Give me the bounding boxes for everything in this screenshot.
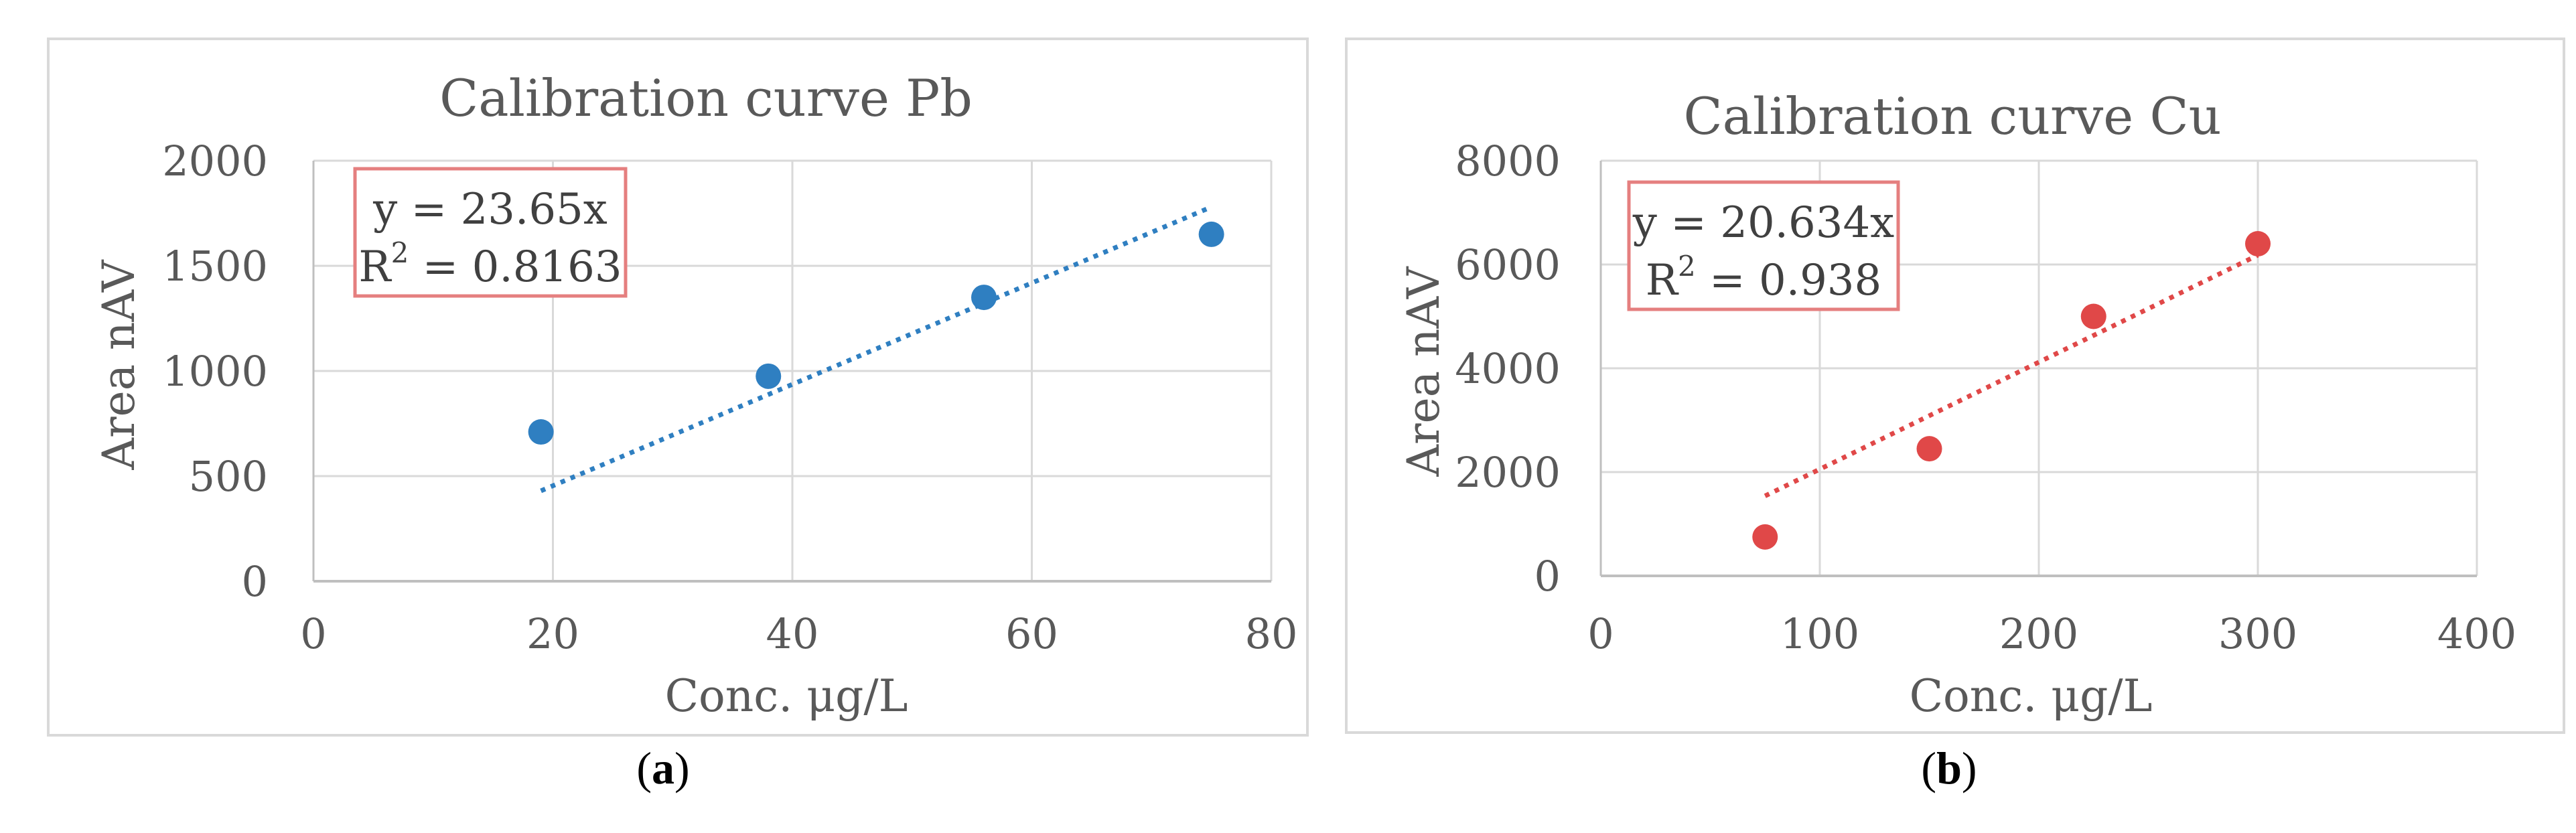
r-squared-superscript: 2	[391, 236, 409, 269]
data-point	[1752, 524, 1778, 550]
x-axis-label: Conc. μg/L	[1910, 670, 2153, 722]
x-tick-label: 200	[1999, 609, 2078, 658]
data-point	[1198, 221, 1224, 247]
x-tick-label: 300	[2218, 609, 2297, 658]
x-tick-label: 400	[2437, 609, 2516, 658]
caption-b-letter: b	[1936, 743, 1962, 793]
axes	[1599, 161, 2477, 577]
equation-box: y = 23.65x R2 = 0.8163	[353, 167, 628, 298]
y-tick-label: 2000	[1455, 448, 1561, 497]
axes	[312, 161, 1271, 583]
y-axis-label: Area nAV	[1398, 266, 1449, 477]
r-squared-symbol: R	[358, 242, 392, 292]
x-axis-label: Conc. μg/L	[665, 670, 908, 722]
equation-box-frame	[1627, 180, 1900, 311]
chart-title: Calibration curve Pb	[439, 68, 973, 128]
y-tick-label: 1000	[162, 347, 268, 396]
chart-panel-cu: Calibration curve Cu 0 100 200 300 400 0 2000…	[1333, 0, 2576, 746]
trendline	[540, 204, 1212, 494]
r-squared-text: R2 = 0.938	[1646, 250, 1881, 305]
data-point	[756, 363, 782, 389]
caption-a-close: )	[674, 743, 690, 793]
data-points	[528, 221, 1224, 445]
x-tick-label: 0	[1587, 609, 1614, 658]
y-tick-label: 0	[1534, 552, 1561, 601]
caption-b-open: (	[1921, 743, 1937, 793]
data-points	[1752, 231, 2271, 550]
r-squared-text: R2 = 0.8163	[358, 236, 622, 292]
y-tick-label: 2000	[162, 137, 268, 185]
y-tick-labels: 0 500 1000 1500 2000	[162, 137, 268, 606]
y-axis-label: Area nAV	[93, 259, 145, 470]
x-tick-label: 100	[1780, 609, 1859, 658]
y-tick-labels: 0 2000 4000 6000 8000	[1455, 137, 1561, 601]
x-tick-labels: 0 100 200 300 400	[1587, 609, 2516, 658]
y-tick-label: 6000	[1455, 240, 1561, 289]
y-tick-label: 8000	[1455, 137, 1561, 185]
r-squared-value: = 0.8163	[409, 242, 622, 292]
equation-text: y = 20.634x	[1632, 198, 1895, 248]
data-point	[528, 419, 554, 445]
data-point	[971, 285, 997, 311]
x-tick-label: 80	[1245, 609, 1298, 658]
equation-box-frame	[353, 167, 628, 298]
caption-a-letter: a	[652, 743, 674, 793]
data-point	[1916, 436, 1942, 462]
x-tick-label: 60	[1005, 609, 1058, 658]
chart-border	[1345, 37, 2565, 734]
equation-box: y = 20.634x R2 = 0.938	[1627, 180, 1900, 311]
data-point	[2080, 303, 2106, 329]
caption-a: (a)	[596, 742, 730, 795]
r-squared-superscript: 2	[1678, 250, 1696, 283]
y-tick-label: 500	[189, 452, 268, 501]
chart-panel-pb: Calibration curve Pb 0 20 40 60 80 0 500 1000 1…	[0, 0, 1326, 746]
x-tick-label: 40	[766, 609, 819, 658]
caption-a-open: (	[636, 743, 652, 793]
caption-b: (b)	[1882, 742, 2016, 795]
y-tick-label: 1500	[162, 242, 268, 291]
chart-svg-cu: Calibration curve Cu 0 100 200 300 400 0 2000…	[1345, 37, 2565, 734]
chart-title: Calibration curve Cu	[1683, 86, 2221, 146]
data-point	[2245, 231, 2271, 256]
y-tick-label: 4000	[1455, 344, 1561, 393]
equation-text: y = 23.65x	[372, 185, 607, 234]
r-squared-symbol: R	[1646, 256, 1679, 305]
chart-svg-pb: Calibration curve Pb 0 20 40 60 80 0 500 1000 1…	[47, 37, 1309, 737]
r-squared-value: = 0.938	[1696, 256, 1882, 305]
caption-b-close: )	[1961, 743, 1977, 793]
y-tick-label: 0	[242, 557, 268, 606]
x-tick-label: 0	[300, 609, 326, 658]
x-tick-labels: 0 20 40 60 80	[300, 609, 1297, 658]
chart-border	[47, 37, 1309, 737]
x-tick-label: 20	[526, 609, 579, 658]
